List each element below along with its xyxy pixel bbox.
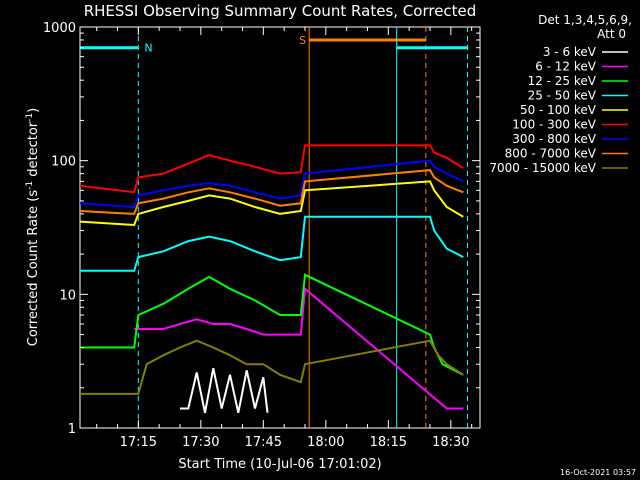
x-axis-label: Start Time (10-Jul-06 17:01:02) [178,457,381,472]
legend-entry-label: 50 - 100 keV [520,103,597,117]
y-axis-label-main: Corrected Count Rate (s [26,190,41,347]
legend-entry-label: 3 - 6 keV [543,45,597,59]
x-tick-label: 18:30 [432,435,469,450]
x-tick-label: 17:15 [120,435,157,450]
legend-entry-label: 12 - 25 keV [528,74,597,88]
x-tick-label: 17:30 [182,435,219,450]
series-line [80,339,464,395]
y-tick-label: 100 [51,155,76,170]
legend-entry-label: 800 - 7000 keV [505,147,597,161]
series-line [80,273,464,376]
series-line [80,215,464,272]
y-axis-label: Corrected Count Rate (s-1 detector-1) [25,108,41,346]
annotation-label: S [299,34,306,47]
legend-header-detectors: Det 1,3,4,5,6,9, [538,13,632,27]
legend-entry-label: 300 - 800 keV [512,132,596,146]
x-axis-ticks: 17:15 17:30 17:45 18:00 18:15 18:30 [96,27,473,450]
series-line [80,180,464,227]
series-lines [80,144,464,414]
y-axis-ticks: 1 10 100 1000 [43,21,480,437]
y-axis-label-sup1: -1 [25,181,35,190]
series-line [80,159,464,209]
y-tick-label: 1 [68,422,76,437]
x-tick-label: 18:00 [307,435,344,450]
x-tick-label: 17:45 [245,435,282,450]
y-axis-label-sup2: -1 [25,113,35,122]
y-axis-label-mid: detector [26,121,41,181]
x-tick-label: 18:15 [370,435,407,450]
annotation-label: N [144,42,152,55]
series-line [180,367,269,414]
y-tick-label: 1000 [43,21,76,36]
y-tick-label: 10 [59,288,76,303]
legend-entry-label: 100 - 300 keV [512,118,596,132]
legend-entry-label: 25 - 50 keV [528,89,597,103]
y-axis-label-end: ) [26,108,41,113]
chart-title: RHESSI Observing Summary Count Rates, Co… [84,2,477,20]
series-line [134,286,464,410]
series-line [80,169,464,215]
legend-entry-label: 7000 - 15000 keV [489,161,596,175]
legend-entry-label: 6 - 12 keV [535,60,597,74]
footer-date: 16-Oct-2021 03:57 [560,468,636,477]
plot-frame [79,26,481,429]
legend-header-attenuator: Att 0 [597,27,626,41]
instrument-annotations: NS [80,27,468,428]
series-line [80,144,464,194]
